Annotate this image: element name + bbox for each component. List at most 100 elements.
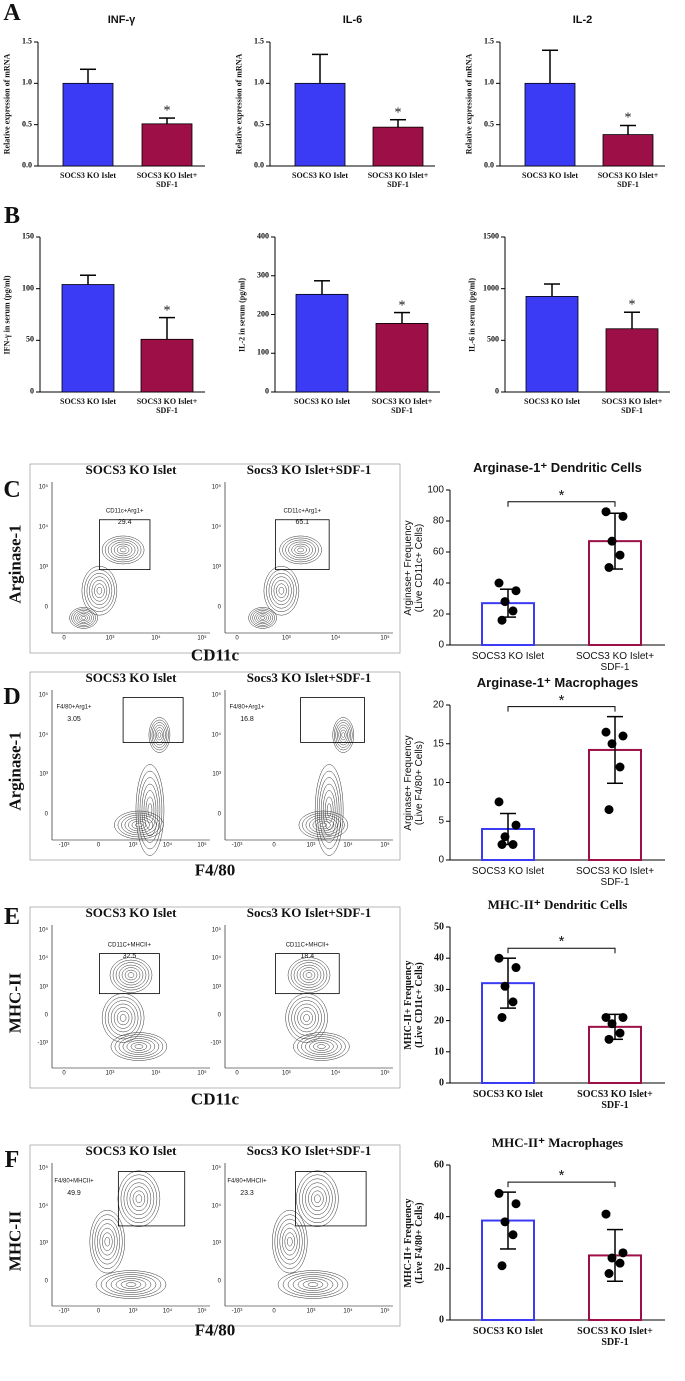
contour — [104, 1236, 111, 1247]
panel-letter: A — [3, 0, 21, 26]
y-tick-label: 0.5 — [22, 119, 32, 129]
y-tick-label: 150 — [22, 231, 34, 241]
contour — [285, 993, 328, 1043]
flow-x-tick: 10⁴ — [162, 842, 173, 849]
flow-y-tick: 10⁴ — [211, 955, 221, 962]
data-point — [601, 507, 611, 517]
data-point — [618, 731, 628, 741]
y-tick-label: 500 — [487, 334, 499, 344]
contour — [303, 1014, 310, 1022]
x-tick-label: SOCS3 KO Islet — [472, 1089, 544, 1100]
y-axis-label: Arginase+ Frequency (Live CD11c+ Cells) — [403, 519, 425, 616]
data-point — [601, 1209, 611, 1219]
contour — [297, 1007, 316, 1029]
data-point — [511, 820, 521, 830]
contour — [287, 1274, 339, 1295]
contour — [141, 783, 159, 837]
contour — [127, 972, 135, 978]
flow-y-tick: -10³ — [37, 1040, 48, 1047]
contour — [284, 1232, 296, 1251]
y-tick-label: 200 — [257, 309, 269, 319]
data-point — [607, 536, 617, 546]
y-tick-label: 0.5 — [484, 119, 494, 129]
y-tick-label: 100 — [427, 484, 444, 496]
flow-x-tick: 0 — [235, 1070, 239, 1077]
contour — [131, 820, 147, 830]
contour — [287, 1236, 293, 1247]
significance-label: * — [394, 105, 402, 121]
contour — [116, 1010, 130, 1026]
significance-label: * — [558, 932, 565, 950]
contour — [287, 957, 331, 993]
contour — [299, 967, 319, 983]
x-tick-label: SOCS3 KO Islet — [291, 171, 349, 180]
flow-x-tick: 10³ — [105, 1070, 115, 1077]
flow-y-tick: 10⁴ — [211, 524, 221, 531]
gate-label: CD11C+MHCII+ — [285, 942, 329, 949]
gate — [295, 1171, 367, 1227]
contour — [124, 816, 154, 834]
contour — [309, 1040, 334, 1053]
contour — [120, 1280, 142, 1289]
flow-x-tick: 0 — [96, 1308, 101, 1315]
contour — [94, 1218, 121, 1265]
flow-y-tick: 0 — [217, 604, 221, 611]
flow-y-tick: 0 — [217, 1278, 221, 1285]
contour — [252, 610, 273, 626]
contour — [92, 1214, 123, 1269]
y-tick-label: 50 — [434, 921, 444, 933]
contour — [110, 541, 136, 559]
bar — [62, 82, 114, 167]
flow-y-tick: 10⁵ — [38, 1165, 48, 1172]
contour — [297, 547, 304, 553]
contour — [317, 1044, 326, 1049]
x-tick-label: SOCS3 KO Islet+ SDF-1 — [136, 171, 198, 189]
data-point — [511, 586, 521, 596]
contour — [250, 608, 275, 628]
y-tick-label: 0 — [438, 639, 444, 651]
panel-letter: B — [3, 202, 21, 229]
contour — [114, 810, 164, 840]
significance-label: * — [558, 1166, 565, 1184]
contour — [301, 1036, 342, 1057]
gate — [300, 697, 365, 743]
y-tick-label: 100 — [257, 347, 269, 357]
flow-x-tick: -10³ — [58, 842, 70, 849]
chart-title: MHC-II⁺ Dendritic Cells — [487, 896, 628, 912]
contour — [339, 729, 347, 741]
contour — [300, 1010, 313, 1026]
contour — [314, 764, 344, 856]
y-tick-label: 0.5 — [254, 119, 264, 129]
y-tick-label: 0.0 — [484, 160, 494, 170]
y-tick-label: 20 — [434, 1015, 444, 1027]
y-tick-label: 0.0 — [22, 160, 32, 170]
y-tick-label: 0 — [495, 386, 499, 396]
y-tick-label: 0 — [30, 386, 34, 396]
contour — [77, 613, 90, 623]
contour — [302, 812, 345, 838]
flow-x-tick: 10⁴ — [343, 842, 353, 849]
flow-x-tick: 10⁵ — [380, 1308, 390, 1315]
significance-label: * — [558, 691, 565, 709]
flow-x-label: F4/80 — [194, 860, 236, 880]
gate-value: 49.9 — [67, 1189, 81, 1197]
flow-plot-title: SOCS3 KO Islet — [85, 669, 177, 685]
contour — [282, 1227, 298, 1256]
x-tick-label: SOCS3 KO Islet — [523, 397, 581, 406]
data-point — [615, 762, 625, 772]
contour — [110, 1276, 152, 1293]
contour — [296, 964, 322, 986]
contour — [110, 1032, 168, 1061]
flow-y-tick: 10⁵ — [38, 484, 48, 491]
contour — [256, 613, 269, 623]
contour — [313, 1042, 330, 1051]
contour — [296, 1170, 339, 1227]
data-point — [604, 1269, 614, 1278]
gate-value: 65.1 — [295, 518, 310, 526]
contour — [109, 957, 153, 993]
contour — [118, 964, 144, 986]
contour — [81, 616, 86, 620]
y-tick-label: 1500 — [483, 231, 499, 241]
contour — [292, 1276, 334, 1293]
x-tick-label: SOCS3 KO Islet+ SDF-1 — [601, 397, 663, 415]
